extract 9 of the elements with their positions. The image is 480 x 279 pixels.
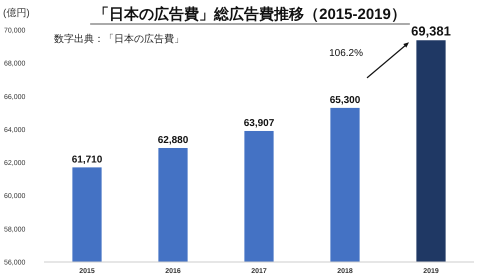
data-label: 65,300 bbox=[330, 94, 361, 106]
annotation: 数字出典：「日本の広告費」 bbox=[54, 33, 184, 45]
annotation: 106.2% bbox=[329, 48, 364, 60]
data-label: 61,710 bbox=[72, 154, 103, 166]
chart-title: 「日本の広告費」総広告費推移（2015-2019） bbox=[94, 5, 406, 23]
y-axis-title: (億円) bbox=[3, 7, 30, 19]
data-label: 63,907 bbox=[244, 118, 275, 129]
data-label: 62,880 bbox=[158, 134, 189, 146]
data-label: 69,381 bbox=[411, 23, 451, 38]
